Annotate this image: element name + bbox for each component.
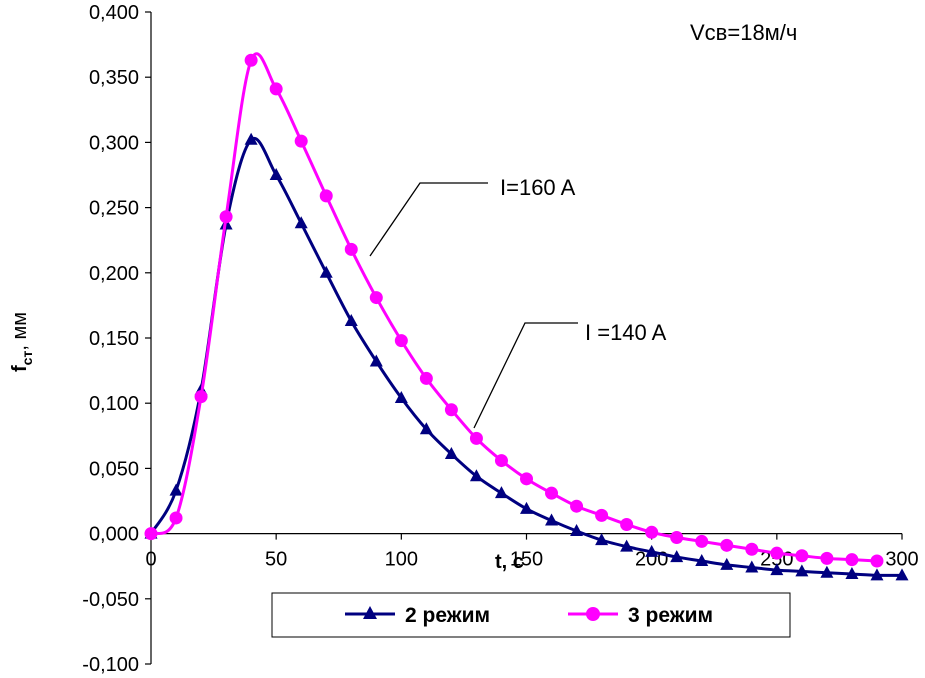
series-2-point	[444, 403, 458, 417]
series-2-point	[720, 538, 734, 552]
series-1-point	[344, 314, 358, 327]
series-2-point	[469, 431, 483, 445]
x-tick-label: 150	[510, 549, 543, 571]
series-2-point	[494, 454, 508, 468]
x-tick-label: 50	[265, 549, 287, 571]
series-1-point	[520, 501, 533, 514]
y-tick-label: 0,300	[89, 132, 139, 154]
series-1-point	[595, 533, 609, 546]
y-tick-label: 0,150	[89, 328, 139, 350]
series-1-point	[419, 422, 433, 435]
series-1-point	[620, 539, 634, 552]
series-1-point	[294, 216, 308, 229]
series-2-point	[269, 82, 283, 96]
series-2-point	[144, 527, 158, 541]
annotation-leader-160	[369, 182, 488, 257]
series-1-point	[570, 523, 584, 536]
y-tick-label: 0,050	[89, 458, 139, 480]
series-2-point	[820, 551, 834, 565]
series-1-point	[319, 265, 333, 278]
legend-marker-series-1	[363, 606, 377, 619]
series-1-point	[394, 390, 408, 403]
series-2-point	[670, 531, 684, 545]
series-2-point	[169, 511, 183, 525]
y-axis-label: fст, мм	[9, 312, 35, 372]
series-1-point	[720, 557, 734, 570]
series-2-point	[620, 517, 634, 531]
series-2-point	[520, 472, 533, 486]
series-1-point	[670, 550, 684, 563]
y-tick-label: 0,250	[89, 198, 139, 220]
series-2-point	[770, 546, 784, 560]
x-tick-label: 0	[145, 549, 156, 571]
series-2-point	[845, 553, 859, 567]
legend-label-series-2: 3 режим	[628, 604, 713, 627]
annotation-current-140: I =140 A	[585, 320, 667, 345]
x-axis-label: t, c	[495, 551, 524, 573]
legend-label-series-1: 2 режим	[405, 604, 490, 627]
series-1-point	[169, 483, 183, 496]
series-1-point	[695, 553, 709, 566]
series-1-point	[244, 132, 258, 145]
series-1-point	[745, 560, 759, 573]
series-2-point	[745, 542, 759, 556]
series-1-point	[820, 565, 834, 578]
series-1-point	[845, 567, 859, 580]
series-2-point	[369, 291, 383, 305]
legend: 2 режим 3 режим	[271, 592, 791, 638]
x-tick-label: 300	[885, 549, 918, 571]
series-2-point	[319, 189, 333, 203]
series-2-point	[645, 525, 659, 539]
series-2-point	[194, 390, 208, 404]
series-1-point	[469, 469, 483, 482]
series-1-point	[795, 564, 809, 577]
series-2-point	[219, 210, 233, 224]
series-2-point	[344, 242, 358, 256]
series-2-point	[244, 53, 258, 67]
series-1-point	[645, 544, 659, 557]
series-1-point	[444, 447, 458, 460]
legend-marker-series-2	[586, 607, 600, 621]
annotation-current-160: I=160 A	[500, 175, 576, 200]
x-tick-label: 100	[385, 549, 418, 571]
series-2-point	[595, 508, 609, 522]
series-1-point	[369, 354, 383, 367]
series-2-point	[419, 371, 433, 385]
series-2-point	[695, 534, 709, 548]
series-layer	[144, 52, 909, 581]
y-tick-label: -0,050	[82, 589, 139, 611]
series-1-point	[494, 486, 508, 499]
y-tick-label: 0,400	[89, 2, 139, 24]
y-tick-label: 0,350	[89, 67, 139, 89]
series-1-point	[895, 568, 909, 581]
annotation-leader-140	[473, 322, 578, 429]
y-tick-label: 0,200	[89, 263, 139, 285]
series-1-point	[545, 513, 559, 526]
series-2-point	[570, 499, 584, 513]
series-line-2	[150, 52, 878, 563]
series-2-point	[795, 549, 809, 563]
series-1-point	[770, 563, 784, 576]
series-2-point	[294, 134, 308, 148]
series-1-point	[870, 568, 884, 581]
annotation-speed: Vсв=18м/ч	[690, 20, 797, 45]
series-2-point	[545, 486, 559, 500]
series-2-point	[870, 554, 884, 568]
y-tick-label: 0,100	[89, 393, 139, 415]
series-1-point	[269, 168, 283, 180]
y-axis: -0,100 -0,050 0,000 0,050 0,100 0,150 0,200 0,2…	[82, 2, 152, 676]
y-tick-label: 0,000	[89, 524, 139, 546]
series-2-point	[394, 334, 408, 348]
y-tick-label: -0,100	[82, 654, 139, 676]
